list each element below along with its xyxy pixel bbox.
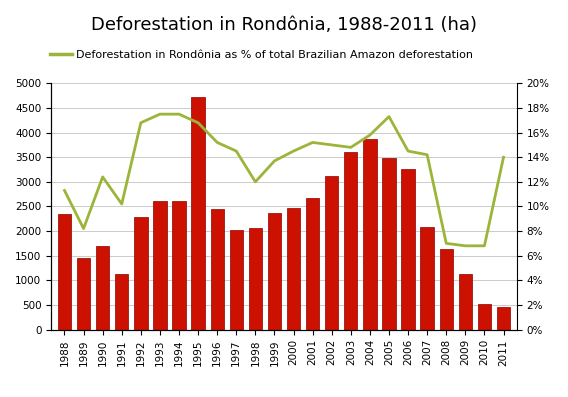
Bar: [77, 258, 90, 330]
Bar: [440, 249, 453, 330]
Bar: [287, 208, 300, 330]
Bar: [211, 209, 224, 330]
Bar: [115, 274, 128, 330]
Bar: [363, 139, 377, 330]
Bar: [382, 158, 396, 330]
Bar: [497, 306, 510, 330]
Legend: Deforestation in Rondônia as % of total Brazilian Amazon deforestation: Deforestation in Rondônia as % of total …: [45, 45, 478, 64]
Bar: [268, 213, 281, 330]
Bar: [134, 217, 148, 330]
Bar: [229, 229, 243, 330]
Bar: [402, 169, 415, 330]
Bar: [478, 304, 491, 330]
Bar: [459, 274, 472, 330]
Bar: [172, 200, 186, 330]
Bar: [249, 227, 262, 330]
Text: Deforestation in Rondônia, 1988-2011 (ha): Deforestation in Rondônia, 1988-2011 (ha…: [91, 16, 477, 34]
Bar: [306, 198, 319, 330]
Bar: [153, 200, 166, 330]
Bar: [191, 96, 205, 330]
Bar: [344, 152, 357, 330]
Bar: [325, 176, 339, 330]
Bar: [420, 227, 434, 330]
Bar: [96, 246, 110, 330]
Bar: [58, 214, 71, 330]
